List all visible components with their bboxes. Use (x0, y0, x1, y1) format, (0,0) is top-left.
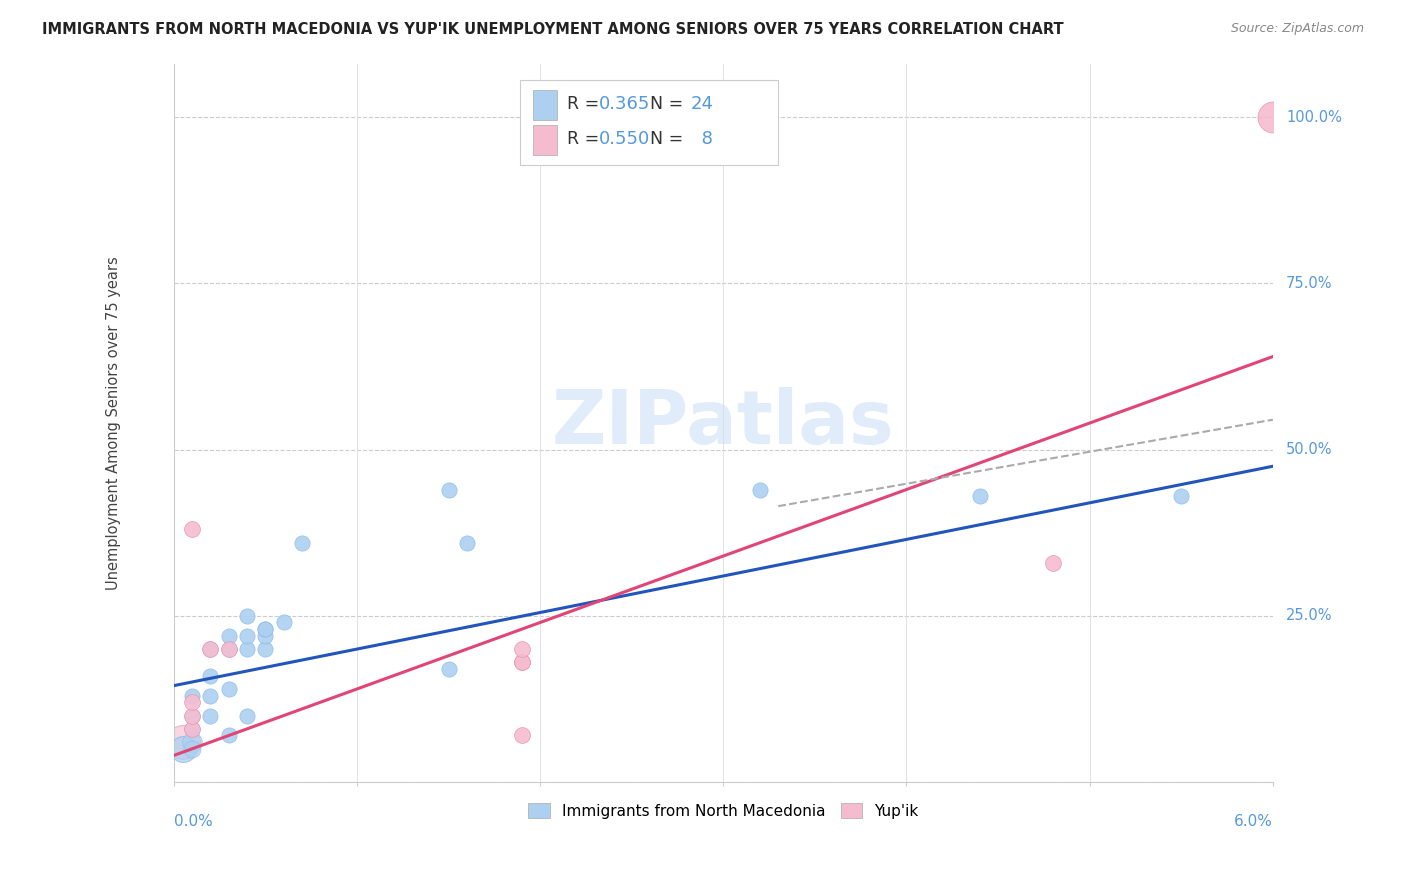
Text: 25.0%: 25.0% (1286, 608, 1333, 624)
Point (236, 642, 259, 657)
Point (200, 642, 222, 657)
Point (254, 629, 277, 643)
Point (218, 642, 240, 657)
Legend: Immigrants from North Macedonia, Yup'ik: Immigrants from North Macedonia, Yup'ik (522, 797, 925, 824)
Point (200, 642, 222, 657)
Text: 0.550: 0.550 (599, 130, 651, 148)
Point (236, 629, 259, 643)
Text: 0.365: 0.365 (599, 95, 651, 113)
Point (181, 722, 204, 736)
Point (1261, 110, 1284, 124)
Point (291, 535, 314, 549)
Point (181, 722, 204, 736)
Point (181, 741, 204, 756)
Point (181, 695, 204, 709)
Point (181, 708, 204, 723)
Point (181, 735, 204, 749)
Point (200, 668, 222, 682)
Point (200, 689, 222, 703)
Point (236, 608, 259, 623)
Point (218, 729, 240, 743)
Point (218, 681, 240, 696)
Text: IMMIGRANTS FROM NORTH MACEDONIA VS YUP'IK UNEMPLOYMENT AMONG SENIORS OVER 75 YEA: IMMIGRANTS FROM NORTH MACEDONIA VS YUP'I… (42, 22, 1064, 37)
Text: N =: N = (650, 130, 689, 148)
Text: 6.0%: 6.0% (1234, 814, 1272, 830)
Text: Source: ZipAtlas.com: Source: ZipAtlas.com (1230, 22, 1364, 36)
Point (254, 622, 277, 636)
Point (181, 708, 204, 723)
Point (437, 662, 460, 676)
Text: N =: N = (650, 95, 689, 113)
Point (181, 689, 204, 703)
Point (236, 708, 259, 723)
Text: 24: 24 (690, 95, 713, 113)
Text: R =: R = (567, 130, 605, 148)
Point (510, 729, 533, 743)
Point (1042, 556, 1064, 570)
Point (749, 483, 772, 497)
Point (254, 642, 277, 657)
Point (181, 523, 204, 537)
FancyBboxPatch shape (533, 90, 557, 120)
Text: 100.0%: 100.0% (1286, 110, 1341, 125)
Point (969, 489, 991, 503)
FancyBboxPatch shape (520, 80, 779, 165)
Text: R =: R = (567, 95, 605, 113)
Point (218, 642, 240, 657)
Point (1170, 489, 1192, 503)
Point (273, 615, 295, 630)
Point (510, 656, 533, 670)
Point (437, 483, 460, 497)
Point (456, 535, 478, 549)
Point (510, 656, 533, 670)
Point (218, 629, 240, 643)
Point (254, 622, 277, 636)
Point (172, 735, 194, 749)
Point (172, 741, 194, 756)
Point (200, 708, 222, 723)
Point (510, 642, 533, 657)
Text: 75.0%: 75.0% (1286, 276, 1333, 291)
Text: 50.0%: 50.0% (1286, 442, 1333, 457)
Text: ZIPatlas: ZIPatlas (553, 386, 894, 459)
FancyBboxPatch shape (533, 125, 557, 155)
Text: 8: 8 (690, 130, 713, 148)
Text: 0.0%: 0.0% (174, 814, 212, 830)
Text: Unemployment Among Seniors over 75 years: Unemployment Among Seniors over 75 years (105, 256, 121, 590)
